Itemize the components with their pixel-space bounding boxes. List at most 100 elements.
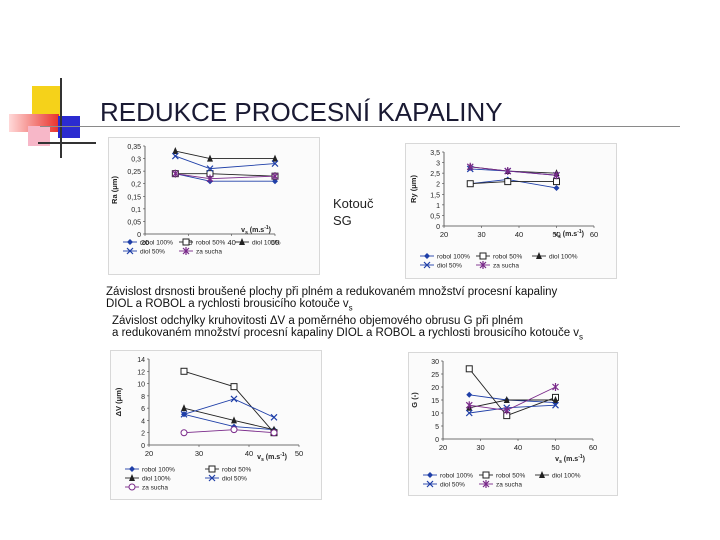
legend-entry: robol 50% [222, 467, 251, 474]
series-line [183, 370, 275, 434]
caption-2-line2-main: a redukovaném množství procesní kapaliny… [112, 327, 580, 339]
legend-marker [427, 472, 433, 478]
y-tick-label: 0,15 [127, 194, 141, 201]
data-point [272, 154, 278, 162]
data-point [172, 147, 179, 155]
data-point [466, 180, 474, 188]
x-tick-label: 20 [141, 238, 149, 247]
y-tick-label: 1,5 [430, 192, 440, 199]
x-tick-label: 30 [195, 449, 203, 458]
series-line [175, 155, 276, 170]
deco-pink-square [28, 126, 50, 146]
caption-1-line2-main: DIOL a ROBOL a rychlosti brousicího koto… [106, 298, 349, 310]
data-point [230, 426, 238, 434]
legend-entry: robol 50% [493, 254, 522, 261]
legend-marker [129, 474, 135, 481]
caption-2-line2: a redukovaném množství procesní kapaliny… [112, 327, 583, 341]
y-tick-label: 0 [137, 232, 141, 239]
y-axis-label: Ry (μm) [409, 175, 418, 203]
y-tick-label: 0 [436, 224, 440, 231]
series-za-sucha [465, 383, 559, 415]
legend-marker [423, 261, 431, 269]
series-za-sucha [171, 169, 279, 183]
x-tick-label: 50 [551, 443, 559, 452]
legend-entry: robol 100% [142, 467, 175, 474]
legend: robol 100% robol 50% diol 100% diol 50% za s… [123, 238, 281, 256]
y-tick-label: 30 [431, 359, 439, 366]
y-tick-label: 2 [436, 182, 440, 189]
y-tick-label: 1 [436, 203, 440, 210]
series-robol-50 [466, 178, 560, 188]
legend-entry: za sucha [493, 263, 519, 270]
data-point [180, 367, 188, 375]
legend-entry: diol 100% [552, 473, 581, 480]
legend-marker [127, 239, 133, 245]
data-point [466, 391, 473, 398]
x-axis-label: vs (m.s-1) [257, 452, 287, 463]
y-tick-label: 20 [431, 385, 439, 392]
legend-entry: diol 100% [142, 476, 171, 483]
x-tick-label: 20 [145, 449, 153, 458]
data-point [231, 416, 237, 424]
x-tick-label: 20 [440, 230, 448, 239]
series-diol-50 [171, 152, 279, 173]
deco-vertical-line [60, 78, 62, 158]
series-line [469, 404, 556, 414]
y-tick-label: 0,3 [131, 157, 141, 164]
deco-blue-square [58, 116, 80, 138]
caption-1: Závislost drsnosti broušené plochy při p… [106, 286, 557, 312]
caption-1-line2-sub: s [348, 303, 353, 313]
series-line [175, 173, 275, 182]
data-point [270, 429, 278, 437]
slide-title: REDUKCE PROCESNÍ KAPALINY [100, 97, 503, 127]
legend-entry: diol 50% [440, 482, 465, 489]
legend-entry: diol 100% [549, 254, 578, 261]
series-line [469, 386, 556, 411]
legend-marker [482, 480, 490, 488]
y-tick-label: 4 [141, 418, 145, 425]
data-point [271, 172, 279, 181]
legend-marker [426, 480, 434, 488]
legend-entry: robol 100% [140, 240, 173, 247]
y-tick-label: 2 [141, 431, 145, 438]
series-diol-100 [172, 147, 278, 162]
y-axis-label: Ra (μm) [110, 176, 119, 204]
data-point [553, 184, 560, 191]
legend-marker [482, 471, 490, 479]
y-tick-label: 14 [137, 357, 145, 364]
legend-marker [126, 247, 134, 255]
data-point [465, 401, 473, 410]
legend-entry: za sucha [142, 485, 168, 492]
legend-entry: za sucha [196, 249, 222, 256]
chart-delta-v: 0 2 4 6 8 10 12 14 20 30 40 50 ΔV (μm) vs (m.s-1) robo… [114, 357, 303, 492]
y-tick-label: 10 [431, 411, 439, 418]
y-tick-label: 0 [141, 443, 145, 450]
deco-yellow-square [32, 86, 62, 116]
data-point [466, 162, 474, 171]
x-tick-label: 30 [476, 443, 484, 452]
data-point [553, 178, 560, 186]
chart-g: 0 5 10 15 20 25 30 20 30 40 50 60 G (-) vs (m.s-1) rob… [410, 359, 597, 489]
x-tick-label: 40 [515, 230, 523, 239]
data-point [465, 365, 473, 373]
x-tick-label: 40 [514, 443, 522, 452]
legend-entry: diol 50% [222, 476, 247, 483]
x-tick-label: 50 [295, 449, 303, 458]
legend-marker [536, 252, 542, 259]
y-tick-label: 0,35 [127, 144, 141, 151]
legend-marker [208, 474, 216, 482]
y-axis-label: ΔV (μm) [114, 387, 123, 416]
y-tick-label: 0,1 [131, 207, 141, 214]
data-point [272, 178, 278, 185]
y-tick-label: 0,25 [127, 169, 141, 176]
x-tick-label: 50 [552, 230, 560, 239]
y-tick-label: 15 [431, 398, 439, 405]
series-robol-100 [466, 391, 559, 406]
y-axis-label: G (-) [410, 392, 419, 408]
x-axis-label: vs (m.s-1) [241, 225, 271, 236]
chart-ra-frame: 00,050,10,150,20,250,30,3520304050Ra (μm… [108, 137, 320, 275]
series-robol-100 [181, 411, 277, 433]
series-line [183, 429, 275, 434]
data-point [180, 429, 188, 437]
y-tick-label: 0,5 [430, 213, 440, 220]
